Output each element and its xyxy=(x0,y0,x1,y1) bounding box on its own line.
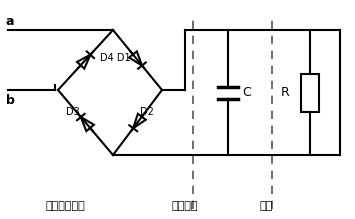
Text: D2: D2 xyxy=(140,107,154,117)
Text: b: b xyxy=(6,94,15,107)
FancyBboxPatch shape xyxy=(301,74,319,111)
Text: R: R xyxy=(281,86,290,99)
Text: 滤波电容: 滤波电容 xyxy=(171,201,198,211)
Text: a: a xyxy=(6,15,15,28)
Text: 负载: 负载 xyxy=(260,201,273,211)
Text: 全桥整流电路: 全桥整流电路 xyxy=(46,201,86,211)
Text: D4 D1: D4 D1 xyxy=(100,53,130,63)
Text: C: C xyxy=(242,86,251,99)
Text: D3: D3 xyxy=(66,107,80,117)
